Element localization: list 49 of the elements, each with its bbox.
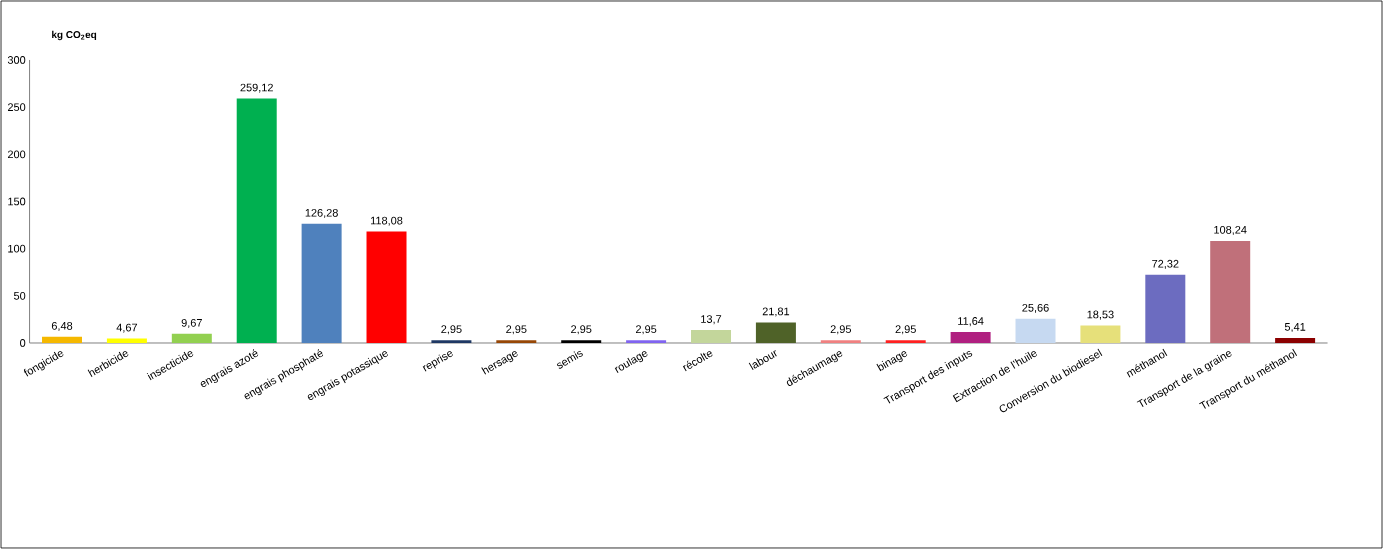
bar xyxy=(42,336,83,343)
data-label: 11,64 xyxy=(958,317,984,327)
bar xyxy=(236,98,277,343)
data-label: 25,66 xyxy=(1022,303,1049,313)
data-label: 259,12 xyxy=(240,83,273,93)
bar xyxy=(1275,337,1316,343)
y-tick-label: 100 xyxy=(8,244,26,253)
data-label: 18,53 xyxy=(1087,310,1114,320)
data-label: 13,7 xyxy=(701,315,722,325)
data-label: 6,48 xyxy=(51,321,73,332)
data-label: 4,67 xyxy=(116,323,138,333)
y-tick-label: 50 xyxy=(13,291,26,300)
data-label: 126,28 xyxy=(305,208,338,219)
y-tick-label: 200 xyxy=(7,150,26,159)
bar xyxy=(1145,274,1186,343)
bar xyxy=(171,333,212,343)
data-label: 2,95 xyxy=(636,325,657,335)
bar xyxy=(820,340,861,343)
bar xyxy=(561,340,602,343)
data-label: 5,41 xyxy=(1284,323,1306,333)
bar xyxy=(431,340,472,343)
data-label: 2,95 xyxy=(895,325,916,335)
data-label: 2,95 xyxy=(441,325,462,335)
data-label: 2,95 xyxy=(506,325,527,335)
bar xyxy=(496,340,537,343)
bar xyxy=(301,223,342,343)
bar xyxy=(691,330,732,343)
y-tick-label: 0 xyxy=(20,339,26,347)
bar xyxy=(626,340,667,343)
x-tick-label: semis xyxy=(557,350,583,369)
data-label: 118,08 xyxy=(370,216,403,226)
data-label: 72,32 xyxy=(1152,259,1179,269)
data-label: 9,67 xyxy=(181,318,202,329)
bar xyxy=(755,322,796,343)
y-tick-label: 150 xyxy=(8,197,26,206)
y-axis-title: kg CO$_{2}$eq xyxy=(52,30,97,41)
bar xyxy=(950,332,991,343)
bar xyxy=(1080,325,1121,343)
bar xyxy=(1210,240,1251,343)
bar xyxy=(885,340,926,343)
bar xyxy=(366,231,407,343)
data-label: 21,81 xyxy=(762,307,790,317)
data-label: 108,24 xyxy=(1214,225,1247,236)
data-label: 2,95 xyxy=(571,325,592,335)
y-tick-label: 300 xyxy=(7,56,26,64)
bar xyxy=(106,338,147,343)
data-label: 2,95 xyxy=(830,325,852,335)
bar xyxy=(1015,318,1056,343)
y-tick-label: 250 xyxy=(7,103,26,112)
